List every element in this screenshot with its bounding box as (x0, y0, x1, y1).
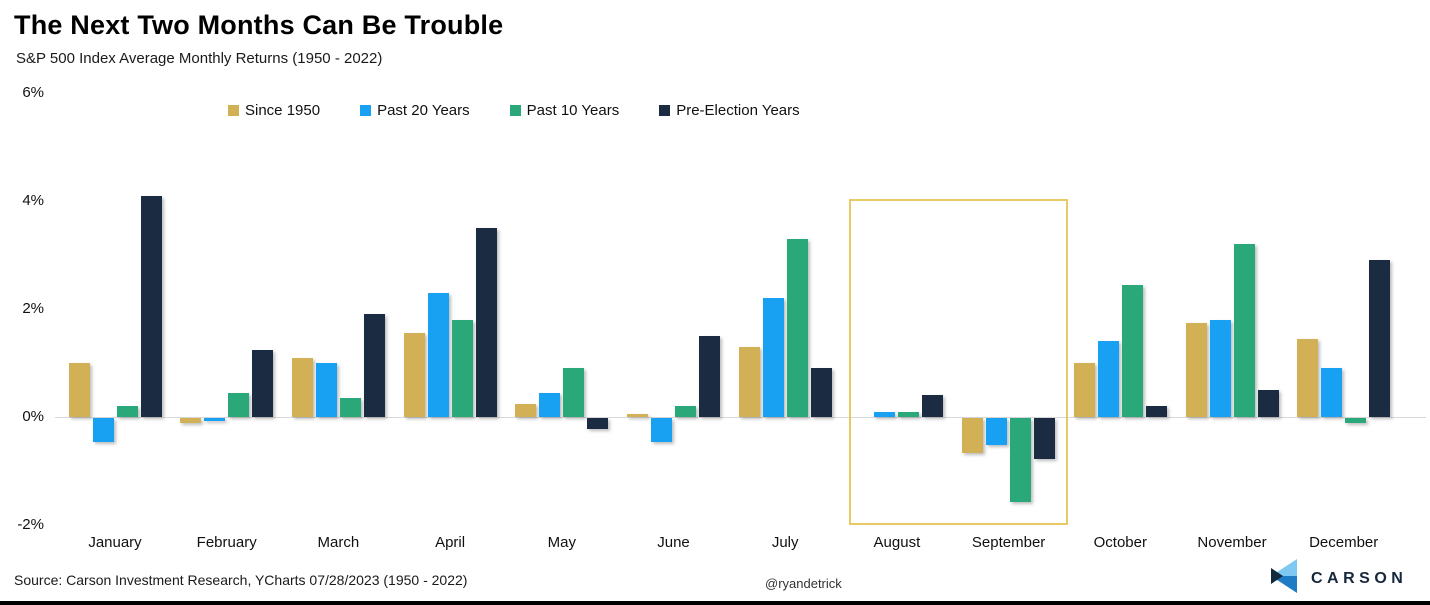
bar-april-pre-election-years (475, 228, 497, 417)
legend-label: Since 1950 (245, 102, 321, 119)
legend-label: Pre-Election Years (676, 102, 800, 119)
bar-june-since-1950 (627, 414, 648, 417)
chart-subtitle: S&P 500 Index Average Monthly Returns (1… (16, 50, 383, 67)
twitter-handle: @ryandetrick (765, 576, 842, 591)
x-axis-label-june: June (657, 534, 690, 551)
bar-february-since-1950 (180, 418, 202, 424)
x-axis-label-october: October (1093, 534, 1147, 551)
bar-may-since-1950 (515, 403, 537, 417)
x-axis-label-may: May (547, 534, 576, 551)
legend-item-pre-election-years: Pre-Election Years (659, 102, 800, 119)
y-tick-label: 2% (22, 300, 44, 317)
bar-december-past-10-years (1345, 418, 1367, 424)
bar-september-pre-election-years (1034, 418, 1056, 459)
bar-december-since-1950 (1297, 338, 1319, 417)
legend-item-past-20-years: Past 20 Years (360, 102, 470, 119)
x-axis-label-january: January (88, 534, 142, 551)
page-title: The Next Two Months Can Be Trouble (14, 10, 504, 40)
bar-june-past-10-years (675, 406, 696, 417)
y-tick-label: -2% (17, 516, 44, 533)
bar-august-past-10-years (898, 411, 920, 417)
x-axis-label-december: December (1309, 534, 1379, 551)
bar-december-past-20-years (1321, 368, 1343, 417)
bar-april-past-10-years (451, 319, 473, 417)
bar-december-pre-election-years (1369, 260, 1391, 417)
x-axis-label-november: November (1197, 534, 1267, 551)
bar-june-past-20-years (651, 418, 672, 443)
bar-march-pre-election-years (363, 314, 385, 417)
bar-march-past-20-years (315, 363, 337, 417)
bar-march-past-10-years (339, 398, 361, 417)
x-axis-label-july: July (771, 534, 799, 551)
bar-february-pre-election-years (252, 349, 274, 417)
source-text: Source: Carson Investment Research, YCha… (14, 572, 468, 588)
y-tick-label: 6% (22, 84, 44, 101)
bar-september-since-1950 (962, 418, 984, 454)
bar-april-past-20-years (427, 292, 449, 417)
carson-logo-icon (1271, 557, 1298, 600)
legend-item-since-1950: Since 1950 (228, 102, 320, 119)
bar-april-since-1950 (403, 333, 425, 417)
legend-swatch-icon (360, 105, 372, 116)
bar-august-past-20-years (874, 411, 896, 417)
bar-january-since-1950 (68, 363, 90, 417)
y-tick-label: 0% (22, 408, 44, 425)
bar-october-pre-election-years (1145, 406, 1167, 417)
y-tick-label: 4% (22, 192, 44, 209)
highlight-box-aug-sep (849, 199, 1068, 525)
bar-september-past-20-years (986, 418, 1008, 445)
bar-january-pre-election-years (140, 195, 162, 417)
x-axis-label-february: February (196, 534, 257, 551)
bar-may-past-10-years (563, 368, 585, 417)
bar-august-pre-election-years (922, 395, 944, 417)
bar-june-pre-election-years (699, 336, 720, 417)
bar-september-past-10-years (1010, 418, 1032, 502)
legend-item-past-10-years: Past 10 Years (509, 102, 620, 119)
x-axis-label-march: March (317, 534, 360, 551)
bar-november-past-20-years (1209, 319, 1231, 417)
bar-february-past-10-years (228, 392, 250, 417)
carson-logo-text: CARSON (1311, 569, 1408, 587)
bar-october-past-10-years (1121, 284, 1143, 417)
chart-legend: Since 1950 Past 20 Years Past 10 Years Pre-… (228, 102, 800, 119)
bar-november-past-10-years (1233, 244, 1255, 417)
legend-swatch-icon (659, 105, 671, 116)
bar-july-past-20-years (762, 298, 784, 417)
bar-march-since-1950 (291, 357, 313, 417)
legend-label: Past 10 Years (526, 102, 620, 119)
bar-july-since-1950 (738, 346, 760, 417)
legend-label: Past 20 Years (377, 102, 470, 119)
bar-may-past-20-years (539, 392, 561, 417)
bar-july-pre-election-years (810, 368, 832, 417)
zero-axis-line (55, 417, 1426, 418)
bar-january-past-20-years (92, 418, 114, 443)
carson-logo: CARSON (1271, 557, 1407, 600)
legend-swatch-icon (509, 105, 521, 116)
bar-october-since-1950 (1073, 363, 1095, 417)
x-axis-label-april: April (435, 534, 466, 551)
bar-november-since-1950 (1185, 322, 1207, 417)
bar-november-pre-election-years (1257, 390, 1279, 417)
x-axis-label-august: August (873, 534, 921, 551)
bar-july-past-10-years (786, 238, 808, 417)
legend-swatch-icon (228, 105, 239, 116)
bar-may-pre-election-years (587, 418, 609, 429)
bar-february-past-20-years (204, 418, 226, 421)
bar-october-past-20-years (1097, 341, 1119, 417)
bar-january-past-10-years (116, 406, 138, 417)
x-axis-label-september: September (971, 534, 1046, 551)
